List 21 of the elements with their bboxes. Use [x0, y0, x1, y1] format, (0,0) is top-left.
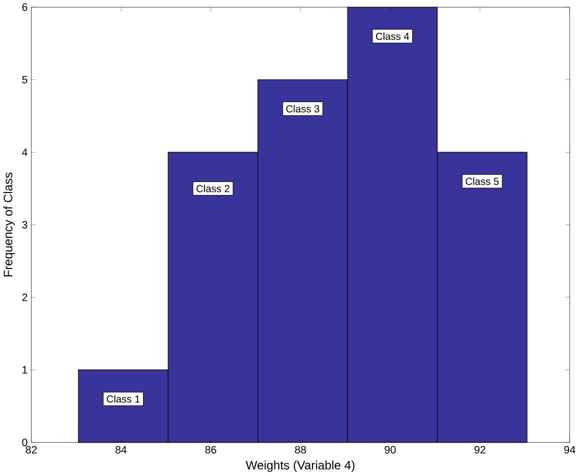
y-tick-label: 2	[22, 293, 28, 301]
annotation: Class 3	[286, 104, 320, 112]
y-axis-title: Frequency of Class	[3, 172, 15, 276]
x-tick-label: 82	[26, 446, 37, 454]
x-tick-label: 90	[384, 446, 396, 454]
annotation: Class 4	[376, 32, 410, 40]
x-tick-label: 86	[205, 446, 216, 454]
y-tick-label: 4	[22, 148, 28, 156]
annotation: Class 2	[196, 184, 230, 192]
y-tick-label: 3	[22, 220, 28, 228]
y-tick-label: 6	[22, 3, 28, 11]
x-tick-label: 94	[564, 446, 576, 454]
y-tick-label: 0	[22, 438, 28, 446]
y-tick-label: 5	[22, 76, 28, 84]
y-tick-label: 1	[22, 366, 28, 374]
x-axis-title: Weights (Variable 4)	[246, 460, 354, 472]
annotation: Class 1	[106, 394, 140, 402]
x-tick-label: 88	[295, 446, 306, 454]
annotation: Class 5	[466, 177, 499, 185]
x-tick-label: 92	[474, 446, 486, 454]
x-tick-label: 84	[116, 446, 127, 454]
